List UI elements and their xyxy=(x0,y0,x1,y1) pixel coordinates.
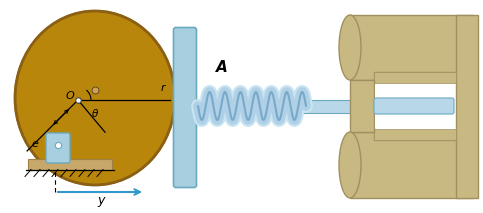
Ellipse shape xyxy=(339,15,361,80)
Text: $\theta$: $\theta$ xyxy=(91,107,99,119)
Text: $r$: $r$ xyxy=(160,82,167,93)
Bar xyxy=(28,158,112,170)
Polygon shape xyxy=(350,132,473,198)
Ellipse shape xyxy=(15,11,175,185)
Bar xyxy=(350,80,374,132)
Text: $\boldsymbol{A}$: $\boldsymbol{A}$ xyxy=(215,59,228,75)
Text: $e$: $e$ xyxy=(31,139,40,149)
Text: $O$: $O$ xyxy=(65,89,75,101)
FancyBboxPatch shape xyxy=(46,133,70,163)
FancyBboxPatch shape xyxy=(374,98,454,114)
Ellipse shape xyxy=(339,132,361,198)
Bar xyxy=(193,99,370,112)
Polygon shape xyxy=(350,15,473,80)
Bar xyxy=(375,84,455,128)
Bar xyxy=(456,15,478,198)
FancyBboxPatch shape xyxy=(173,27,197,187)
Bar xyxy=(374,129,456,140)
Text: $y$: $y$ xyxy=(97,195,107,209)
Bar xyxy=(374,72,456,83)
